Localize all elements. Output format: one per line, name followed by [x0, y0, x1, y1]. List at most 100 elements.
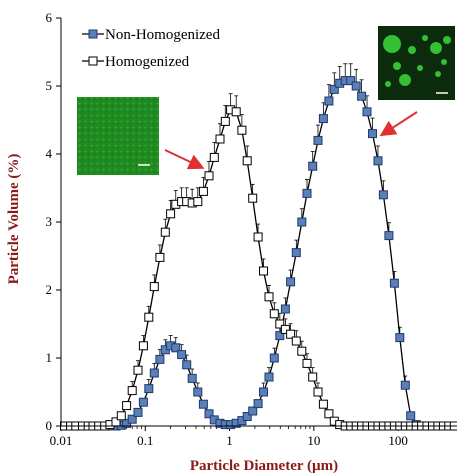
series — [60, 63, 457, 431]
data-point — [215, 134, 225, 144]
data-point — [127, 386, 137, 396]
data-point — [144, 312, 154, 322]
data-point — [302, 188, 312, 198]
data-point — [280, 324, 290, 334]
data-point — [389, 278, 399, 288]
data-point — [318, 399, 328, 409]
data-point — [204, 409, 214, 419]
data-point — [297, 346, 307, 356]
data-point — [373, 156, 383, 166]
data-point — [149, 282, 159, 292]
data-point — [378, 190, 388, 200]
legend-label-homogenized: Homogenized — [105, 54, 190, 70]
y-tick-label: 6 — [46, 10, 53, 25]
data-point — [400, 380, 410, 390]
data-point — [182, 360, 192, 370]
data-point — [264, 292, 274, 302]
data-point — [138, 397, 148, 407]
data-point — [198, 399, 208, 409]
data-point — [308, 161, 318, 171]
data-point — [406, 411, 416, 421]
data-point — [291, 248, 301, 258]
data-point — [133, 407, 143, 417]
micrograph-inset-homogenized — [77, 97, 159, 175]
data-point — [384, 231, 394, 241]
legend-item-homogenized: Homogenized — [82, 54, 190, 70]
y-tick-label: 2 — [46, 282, 53, 297]
data-point — [346, 76, 356, 86]
legend-item-non-homogenized: Non-Homogenized — [82, 27, 220, 43]
data-point — [144, 384, 154, 394]
legend-marker-open-square — [88, 56, 98, 66]
y-tick-label: 1 — [46, 350, 53, 365]
micrograph-inset-non-homogenized — [378, 26, 455, 100]
data-point — [259, 266, 268, 276]
data-point — [253, 232, 263, 242]
data-point — [155, 354, 165, 364]
data-point — [269, 353, 279, 363]
data-point — [313, 135, 323, 145]
legend-label-non-homogenized: Non-Homogenized — [105, 27, 220, 43]
data-point — [302, 358, 312, 368]
legend: Non-Homogenized Homogenized — [82, 27, 220, 70]
x-tick-label: 10 — [307, 433, 320, 448]
data-point — [193, 197, 203, 207]
data-point — [198, 186, 208, 196]
data-point — [133, 365, 143, 375]
x-tick-label: 100 — [388, 433, 408, 448]
legend-marker-filled-square — [88, 29, 98, 39]
data-point — [291, 336, 301, 346]
data-point — [248, 406, 258, 416]
data-point — [155, 252, 165, 262]
data-point — [160, 227, 170, 237]
data-point — [264, 372, 274, 382]
data-point — [357, 91, 367, 101]
data-point — [324, 409, 334, 419]
data-point — [318, 114, 328, 124]
data-point — [231, 107, 241, 117]
data-point — [269, 309, 279, 319]
data-point — [209, 152, 219, 162]
x-tick-label: 0.1 — [137, 433, 153, 448]
y-axis-title: Particle Volume (%) — [6, 154, 22, 285]
data-point — [149, 368, 159, 378]
data-point — [237, 125, 247, 135]
y-tick-label: 0 — [46, 418, 53, 433]
data-point — [329, 84, 339, 94]
axes — [60, 18, 457, 427]
data-point — [187, 373, 197, 383]
data-point — [297, 217, 307, 227]
data-point — [308, 372, 318, 382]
data-point — [122, 401, 132, 411]
x-axis-title: Particle Diameter (µm) — [190, 458, 338, 474]
data-point — [351, 81, 361, 91]
data-point — [242, 156, 252, 166]
x-tick-label: 1 — [226, 433, 233, 448]
data-point — [253, 399, 263, 409]
data-point — [193, 387, 203, 397]
data-point — [242, 412, 252, 421]
data-point — [116, 411, 126, 421]
arrow-to-non-homogenized-curve — [379, 111, 418, 137]
data-point — [204, 171, 214, 181]
data-point — [280, 304, 290, 314]
x-tick-label: 0.01 — [50, 433, 73, 448]
arrow-to-homogenized-curve — [164, 149, 205, 170]
data-point — [248, 193, 258, 203]
y-tick-label: 4 — [46, 146, 53, 161]
data-point — [286, 329, 296, 339]
y-tick-label: 5 — [46, 78, 53, 93]
data-point — [324, 96, 334, 106]
data-point — [286, 277, 296, 287]
data-point — [362, 107, 372, 117]
y-tick-label: 3 — [46, 214, 53, 229]
data-point — [368, 129, 377, 139]
data-point — [220, 116, 230, 126]
data-point — [395, 333, 405, 343]
data-point — [275, 319, 285, 329]
data-point — [275, 331, 285, 341]
data-point — [166, 209, 176, 219]
data-point — [138, 341, 148, 351]
data-point — [171, 343, 181, 353]
